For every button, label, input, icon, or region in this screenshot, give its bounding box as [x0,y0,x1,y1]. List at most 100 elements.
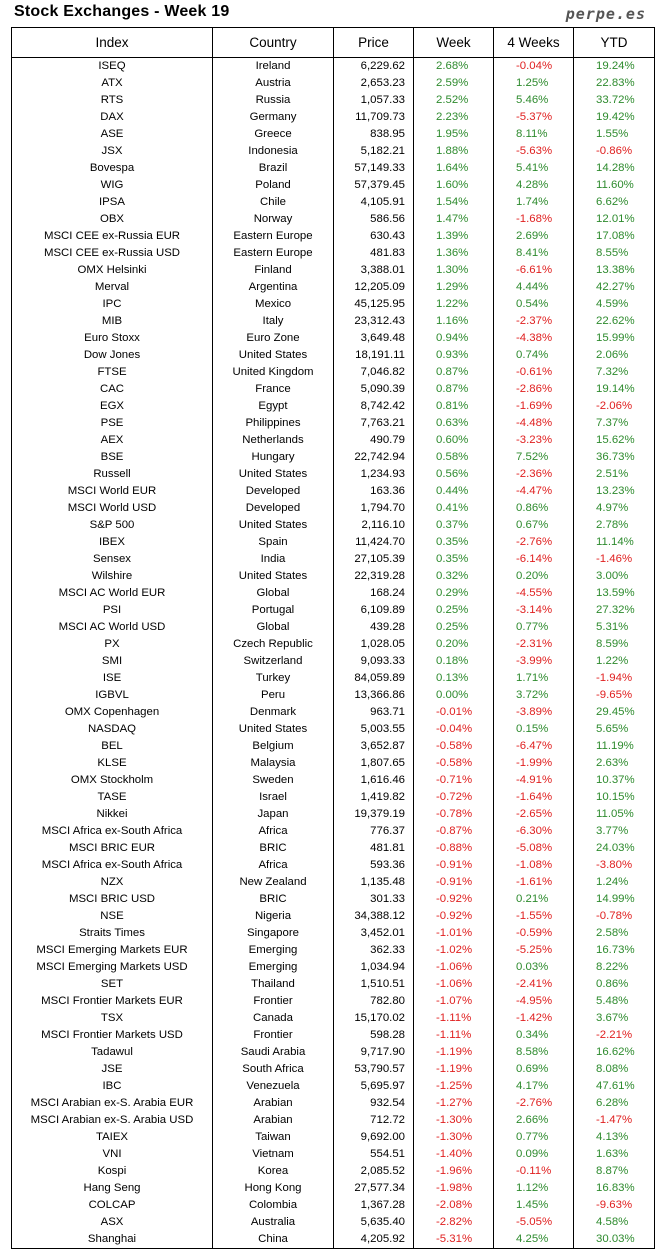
country-cell: Indonesia [212,143,334,160]
table-row: WIG Poland 57,379.45 1.60% 4.28% 11.60% [11,177,655,194]
price-cell: 439.28 [333,619,414,636]
ytd-cell: 8.59% [573,636,655,653]
country-cell: Global [212,585,334,602]
table-row: OMX Stockholm Sweden 1,616.46 -0.71% -4.91% 1… [11,772,655,789]
ytd-cell: 11.60% [573,177,655,194]
index-cell: Wilshire [11,568,213,585]
country-cell: Korea [212,1163,334,1180]
table-row: MSCI Africa ex-South Africa Africa 593.36-… [11,857,655,874]
country-cell: Singapore [212,925,334,942]
ytd-cell: -1.46% [573,551,655,568]
week-cell: -1.02% [413,942,494,959]
index-cell: MSCI Africa ex-South Africa [11,857,213,874]
week-cell: 0.25% [413,602,494,619]
country-cell: Colombia [212,1197,334,1214]
country-cell: BRIC [212,891,334,908]
table-header-row: Index Country Price Week 4 Weeks YTD [11,27,655,58]
price-cell: 6,109.89 [333,602,414,619]
country-cell: Turkey [212,670,334,687]
index-cell: ISEQ [11,57,213,75]
four-weeks-cell: 0.86% [493,500,574,517]
four-weeks-cell: -1.64% [493,789,574,806]
price-cell: 1,367.28 [333,1197,414,1214]
index-cell: TASE [11,789,213,806]
ytd-cell: 3.77% [573,823,655,840]
ytd-cell: 36.73% [573,449,655,466]
week-cell: 0.56% [413,466,494,483]
table-row: BSE Hungary 22,742.94 0.58% 7.52% 36.73% [11,449,655,466]
table-row: VNI Vietnam 554.51 -1.40% 0.09% 1.63% [11,1146,655,1163]
index-cell: Sensex [11,551,213,568]
country-cell: Brazil [212,160,334,177]
price-cell: 15,170.02 [333,1010,414,1027]
country-cell: Eastern Europe [212,245,334,262]
price-cell: 481.81 [333,840,414,857]
country-cell: Italy [212,313,334,330]
week-cell: -1.30% [413,1112,494,1129]
table-row: Hang Seng Hong Kong 27,577.34 -1.98% 1.12% 16… [11,1180,655,1197]
index-cell: MSCI AC World USD [11,619,213,636]
ytd-cell: 47.61% [573,1078,655,1095]
ytd-cell: 5.65% [573,721,655,738]
table-row: JSX Indonesia 5,182.21 1.88% -5.63% -0.86% [11,143,655,160]
country-cell: Sweden [212,772,334,789]
four-weeks-cell: 8.11% [493,126,574,143]
price-cell: 5,090.39 [333,381,414,398]
ytd-cell: 1.24% [573,874,655,891]
price-cell: 11,424.70 [333,534,414,551]
country-cell: United States [212,466,334,483]
table-row: PSI Portugal 6,109.89 0.25% -3.14% 27.32% [11,602,655,619]
price-cell: 490.79 [333,432,414,449]
week-cell: 0.44% [413,483,494,500]
ytd-cell: 33.72% [573,92,655,109]
four-weeks-cell: -6.30% [493,823,574,840]
four-weeks-cell: -0.11% [493,1163,574,1180]
ytd-cell: 2.06% [573,347,655,364]
table-row: Shanghai China 4,205.92 -5.31% 4.25% 30.03% [11,1231,655,1249]
ytd-cell: -0.78% [573,908,655,925]
week-cell: 2.52% [413,92,494,109]
table-row: Euro Stoxx Euro Zone 3,649.48 0.94% -4.38% 15… [11,330,655,347]
index-cell: MSCI Frontier Markets USD [11,1027,213,1044]
table-row: Kospi Korea 2,085.52 -1.96% -0.11% 8.87% [11,1163,655,1180]
ytd-cell: 19.42% [573,109,655,126]
four-weeks-cell: -3.99% [493,653,574,670]
week-cell: -1.06% [413,976,494,993]
four-weeks-cell: 0.77% [493,619,574,636]
week-cell: 0.87% [413,364,494,381]
week-cell: 0.18% [413,653,494,670]
week-cell: -1.30% [413,1129,494,1146]
ytd-cell: -2.06% [573,398,655,415]
week-cell: 0.81% [413,398,494,415]
price-cell: 782.80 [333,993,414,1010]
country-cell: Austria [212,75,334,92]
index-cell: IBC [11,1078,213,1095]
four-weeks-cell: 4.25% [493,1231,574,1249]
week-cell: 1.95% [413,126,494,143]
table-row: Straits Times Singapore 3,452.01 -1.01% -0.5… [11,925,655,942]
country-cell: United States [212,721,334,738]
table-row: RTS Russia 1,057.33 2.52% 5.46% 33.72% [11,92,655,109]
week-cell: -0.04% [413,721,494,738]
ytd-cell: 16.73% [573,942,655,959]
index-cell: PSI [11,602,213,619]
week-cell: 0.60% [413,432,494,449]
ytd-cell: 15.99% [573,330,655,347]
four-weeks-cell: -5.25% [493,942,574,959]
ytd-cell: 8.55% [573,245,655,262]
ytd-cell: 29.45% [573,704,655,721]
index-cell: COLCAP [11,1197,213,1214]
ytd-cell: 3.00% [573,568,655,585]
ytd-cell: 16.62% [573,1044,655,1061]
table-row: IBC Venezuela 5,695.97 -1.25% 4.17% 47.61% [11,1078,655,1095]
ytd-cell: 4.13% [573,1129,655,1146]
column-header-index: Index [11,27,213,58]
index-cell: Nikkei [11,806,213,823]
price-cell: 22,742.94 [333,449,414,466]
country-cell: Africa [212,857,334,874]
week-cell: 0.00% [413,687,494,704]
four-weeks-cell: 0.34% [493,1027,574,1044]
index-cell: Merval [11,279,213,296]
country-cell: Greece [212,126,334,143]
country-cell: United States [212,517,334,534]
